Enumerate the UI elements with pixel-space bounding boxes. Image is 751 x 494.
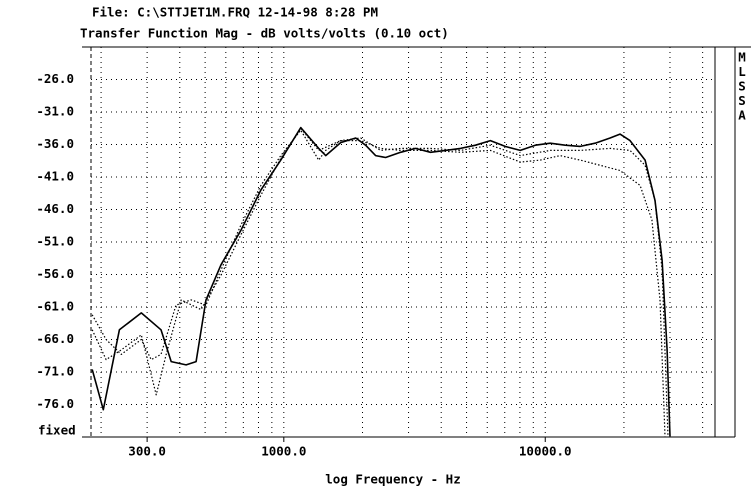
x-tick-label: 300.0 [128,444,166,459]
y-tick-label: -31.0 [36,104,74,119]
y-tick-label: -76.0 [36,396,74,411]
x-tick-label: 1000.0 [261,444,306,459]
y-tick-label: -51.0 [36,234,74,249]
y-annotation: fixed [38,423,76,438]
x-tick-label: 10000.0 [519,444,572,459]
response-curve [91,129,669,437]
y-tick-label: -71.0 [36,364,74,379]
y-tick-label: -41.0 [36,169,74,184]
side-label: A [738,108,746,123]
side-label: S [738,79,746,94]
side-label: M [738,50,746,65]
y-tick-label: -36.0 [36,136,74,151]
x-axis-label: log Frequency - Hz [325,472,460,487]
y-tick-label: -26.0 [36,71,74,86]
chart-title: File: C:\STTJET1M.FRQ 12-14-98 8:28 PM [92,5,378,20]
side-label: L [738,64,746,79]
y-tick-label: -61.0 [36,299,74,314]
response-curve [91,126,671,437]
y-tick-label: -46.0 [36,201,74,216]
side-label: S [738,93,746,108]
y-tick-label: -56.0 [36,266,74,281]
response-curve [91,127,666,437]
y-tick-label: -66.0 [36,331,74,346]
chart-subtitle: Transfer Function Mag - dB volts/volts (… [80,26,449,41]
